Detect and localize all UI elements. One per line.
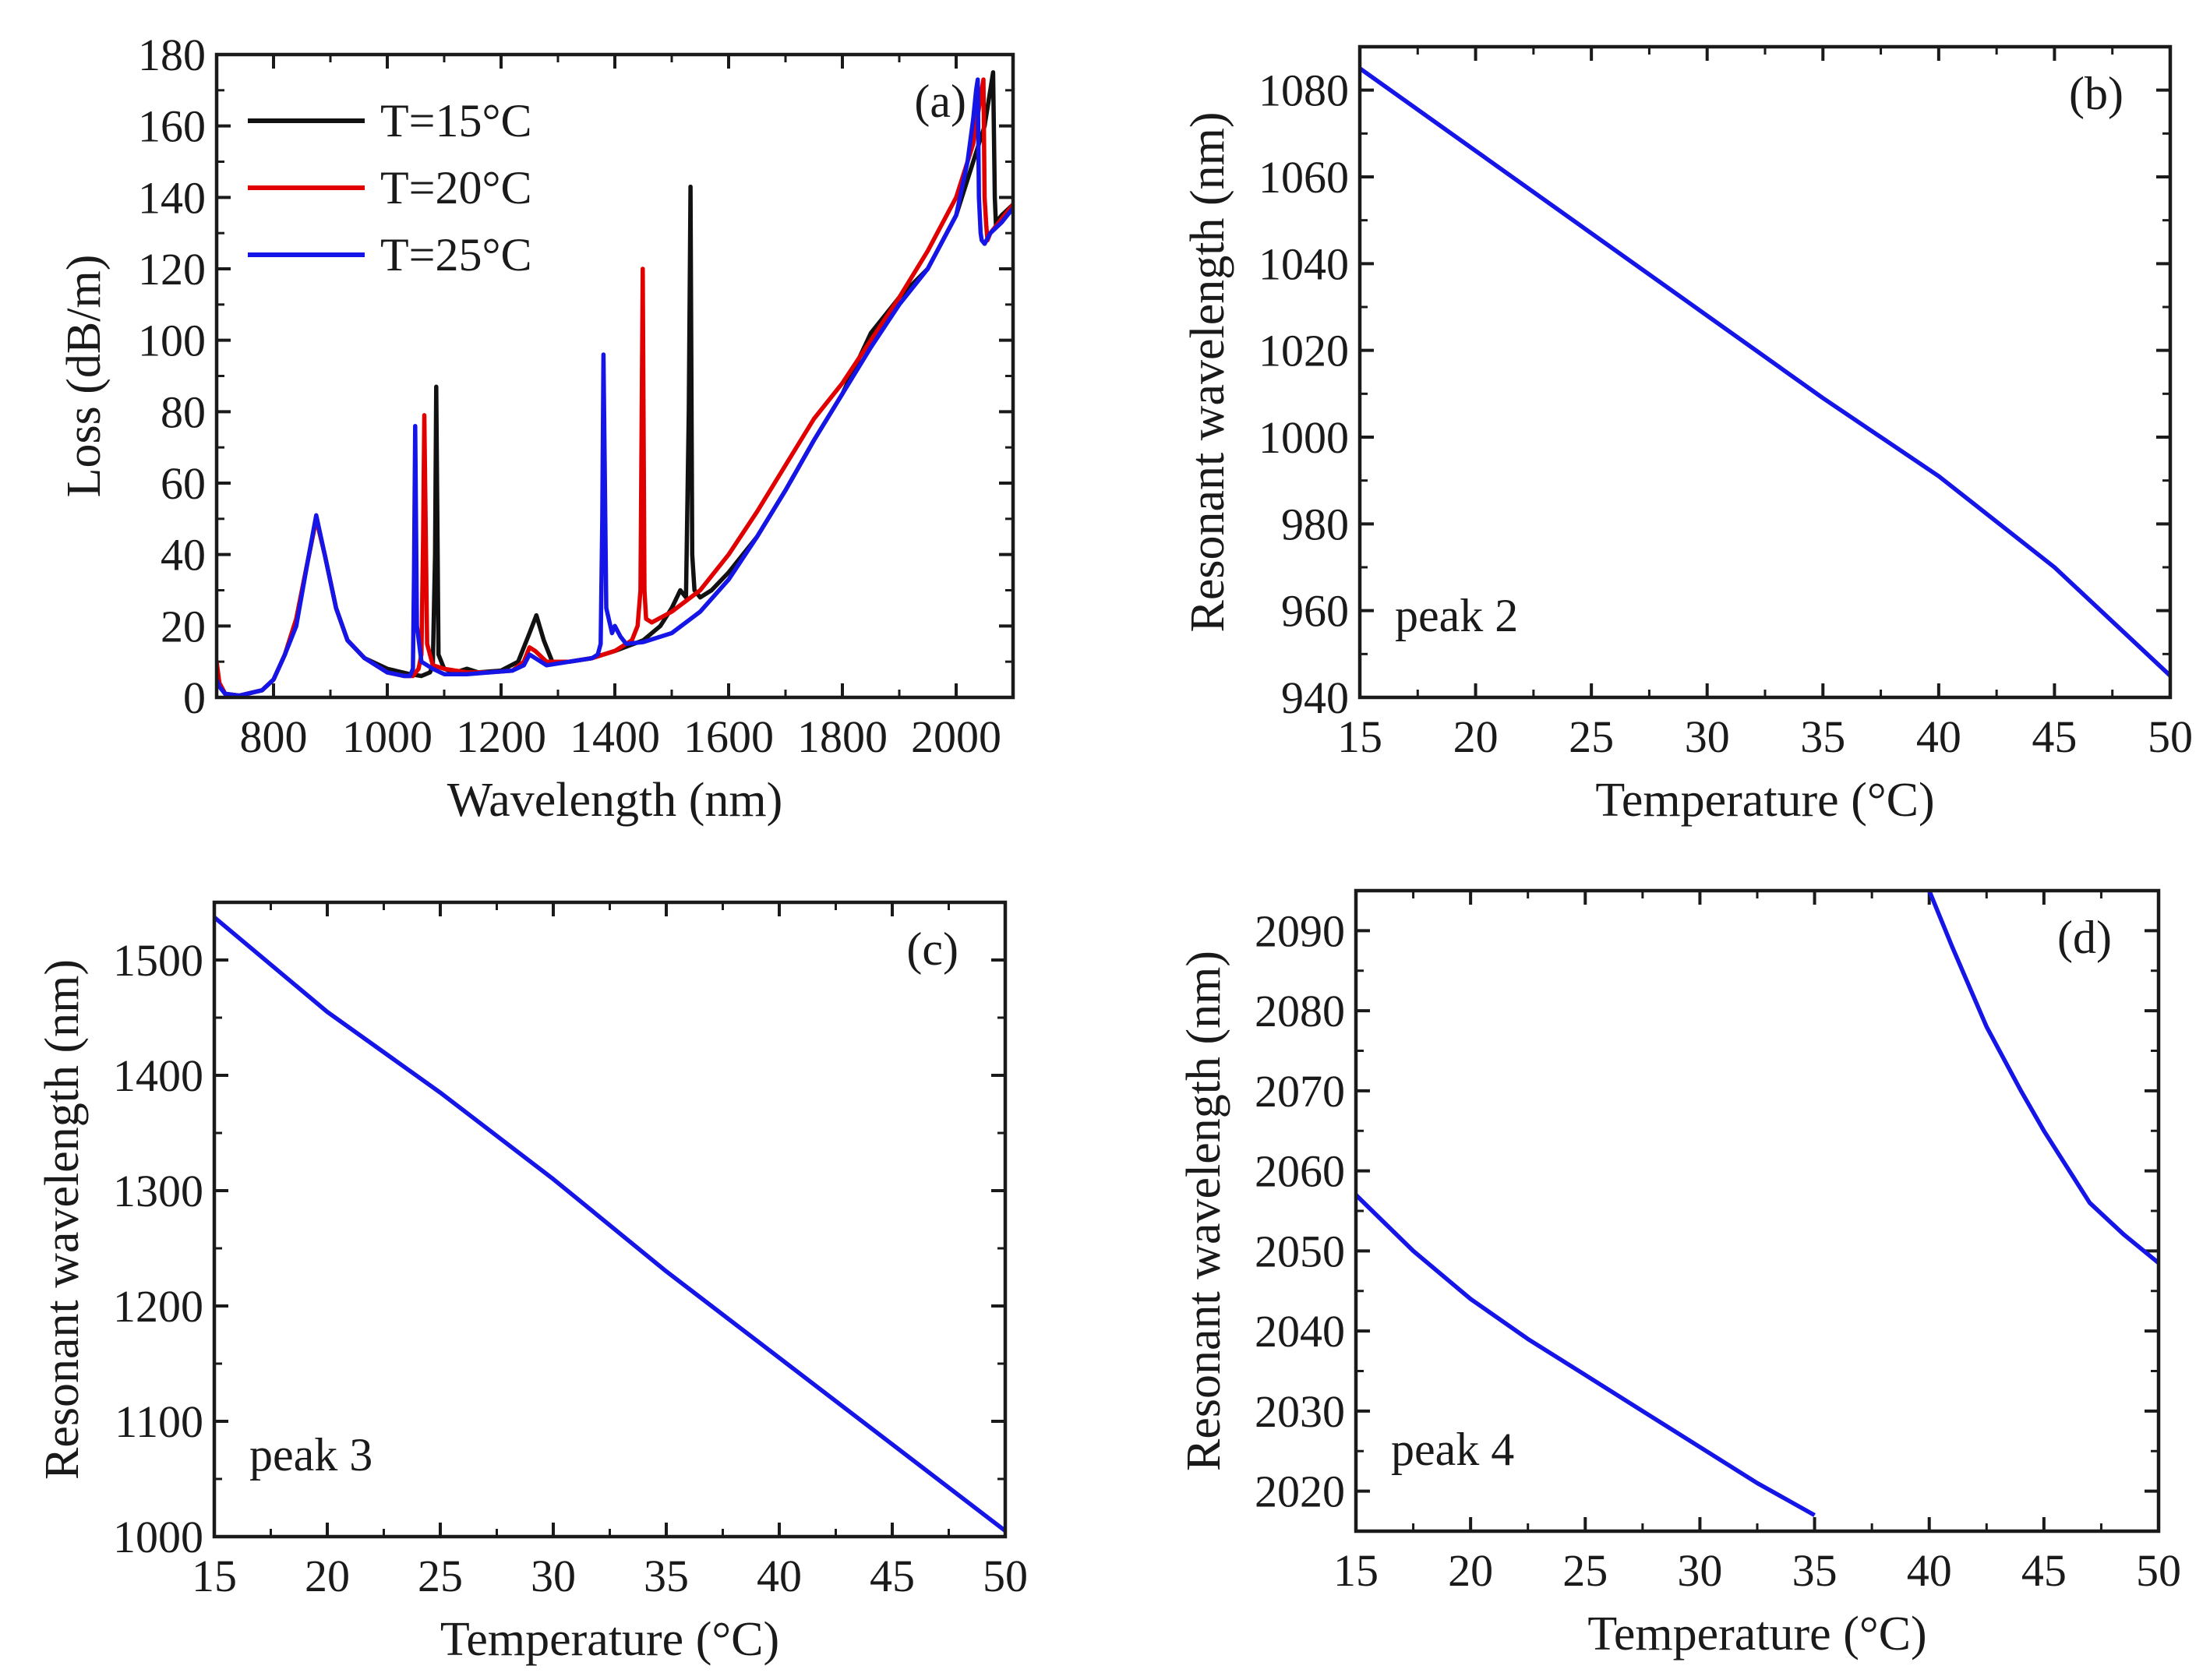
plot-frame-c (212, 900, 1008, 1539)
chart-panel-b: 15 20 25 30 35 40 45 50 940 960 980 1000 1020 1040 106… (1181, 44, 2193, 827)
x-tick-label-a: 1800 (797, 711, 888, 762)
y-tick-label-d: 2090 (1255, 905, 1345, 956)
y-tick-label-a: 100 (138, 316, 206, 366)
legend-a: T=15°C T=20°C T=25°C (248, 95, 532, 281)
panel-label-d: (d) (2057, 912, 2112, 963)
y-tick-label-d: 2050 (1255, 1226, 1345, 1276)
series-line-d-1 (1927, 891, 2159, 1265)
y-axis-title-b: Resonant wavelength (nm) (1181, 111, 1234, 632)
chart-panel-a: 800 1000 1200 1400 1600 1800 2000 0 20 40 60 80 100 1… (58, 30, 1015, 827)
x-tick-label-d: 20 (1448, 1545, 1493, 1596)
x-tick-label-d: 40 (1907, 1545, 1952, 1596)
series-line-b-0 (1360, 66, 2170, 678)
x-tick-label-c: 50 (983, 1551, 1028, 1601)
plot-frame-a (214, 52, 1015, 700)
panel-label-b: (b) (2069, 68, 2124, 119)
chart-panel-d: 15 20 25 30 35 40 45 50 2020 2030 2040 2050 2060 2070… (1177, 888, 2181, 1661)
x-tick-label-a: 1200 (456, 711, 546, 762)
legend-label-2: T=25°C (380, 229, 532, 281)
x-tick-label-b: 20 (1453, 711, 1499, 762)
y-tick-label-d: 2020 (1255, 1466, 1345, 1517)
series-line-c-0 (214, 916, 1005, 1533)
x-tick-label-c: 45 (870, 1551, 915, 1601)
y-tick-label-b: 1060 (1259, 152, 1349, 203)
x-tick-label-c: 15 (192, 1551, 237, 1601)
y-tick-label-b: 980 (1281, 499, 1349, 549)
y-tick-label-b: 1040 (1259, 238, 1349, 289)
y-tick-label-a: 120 (138, 244, 206, 295)
plot-frame-d (1354, 888, 2161, 1534)
y-tick-label-a: 180 (138, 30, 206, 80)
x-tick-label-d: 25 (1562, 1545, 1608, 1596)
x-tick-label-b: 30 (1685, 711, 1730, 762)
y-tick-label-d: 2070 (1255, 1066, 1345, 1117)
x-tick-label-b: 40 (1916, 711, 1961, 762)
y-tick-label-d: 2060 (1255, 1146, 1345, 1197)
y-tick-label-c: 1300 (113, 1166, 203, 1216)
x-tick-label-b: 15 (1337, 711, 1382, 762)
y-tick-label-b: 1020 (1259, 326, 1349, 376)
x-tick-label-d: 35 (1792, 1545, 1838, 1596)
x-tick-label-a: 1000 (342, 711, 432, 762)
legend-label-0: T=15°C (380, 95, 532, 146)
y-tick-label-d: 2080 (1255, 986, 1345, 1036)
legend-label-1: T=20°C (380, 162, 532, 214)
y-tick-label-d: 2030 (1255, 1386, 1345, 1437)
y-tick-label-a: 20 (161, 601, 206, 651)
peak-annotation-c: peak 3 (249, 1429, 372, 1481)
y-tick-label-c: 1100 (115, 1396, 203, 1447)
x-tick-label-c: 30 (531, 1551, 576, 1601)
x-tick-label-a: 2000 (911, 711, 1001, 762)
y-tick-label-a: 0 (183, 672, 206, 723)
y-tick-label-d: 2040 (1255, 1306, 1345, 1357)
y-tick-label-b: 1000 (1259, 412, 1349, 463)
x-tick-label-a: 1600 (683, 711, 774, 762)
x-axis-title-d: Temperature (°C) (1587, 1608, 1926, 1661)
y-tick-label-a: 140 (138, 172, 206, 223)
x-tick-label-c: 35 (644, 1551, 689, 1601)
y-tick-label-a: 80 (161, 386, 206, 437)
x-tick-label-b: 25 (1569, 711, 1614, 762)
plot-frame-b (1357, 44, 2173, 700)
series-line-a-2 (217, 77, 1013, 697)
y-tick-label-a: 40 (161, 530, 206, 581)
x-axis-title-c: Temperature (°C) (440, 1613, 779, 1666)
panel-label-a: (a) (914, 76, 966, 127)
y-axis-title-c: Resonant wavelength (nm) (36, 959, 89, 1480)
panel-label-c: (c) (906, 923, 958, 975)
y-axis-title-a: Loss (dB/m) (58, 255, 111, 498)
y-tick-label-b: 940 (1281, 672, 1349, 723)
x-tick-label-a: 1400 (570, 711, 660, 762)
y-tick-label-a: 60 (161, 458, 206, 509)
y-tick-label-c: 1500 (113, 935, 203, 986)
y-tick-label-c: 1400 (113, 1050, 203, 1101)
y-tick-label-c: 1200 (113, 1281, 203, 1332)
x-axis-title-a: Wavelength (nm) (447, 774, 783, 827)
peak-annotation-b: peak 2 (1395, 590, 1518, 641)
x-tick-label-d: 30 (1677, 1545, 1722, 1596)
x-tick-label-d: 45 (2021, 1545, 2067, 1596)
x-tick-label-c: 25 (418, 1551, 463, 1601)
y-tick-label-a: 160 (138, 101, 206, 152)
y-tick-label-b: 1080 (1259, 65, 1349, 116)
x-tick-label-d: 50 (2136, 1545, 2181, 1596)
x-tick-label-b: 50 (2148, 711, 2193, 762)
x-tick-label-c: 40 (757, 1551, 802, 1601)
y-axis-title-d: Resonant wavelength (nm) (1177, 951, 1230, 1471)
x-tick-label-a: 800 (240, 711, 308, 762)
x-tick-label-b: 35 (1800, 711, 1845, 762)
x-tick-label-d: 15 (1333, 1545, 1379, 1596)
peak-annotation-d: peak 4 (1391, 1424, 1514, 1475)
x-axis-title-b: Temperature (°C) (1595, 774, 1934, 827)
y-tick-label-c: 1000 (113, 1512, 203, 1562)
y-tick-label-b: 960 (1281, 586, 1349, 637)
chart-panel-c: 15 20 25 30 35 40 45 50 1000 1100 1200 1300 1400 1500… (36, 900, 1028, 1666)
x-tick-label-b: 45 (2032, 711, 2077, 762)
series-line-d-0 (1356, 1193, 1816, 1517)
x-tick-label-c: 20 (305, 1551, 350, 1601)
